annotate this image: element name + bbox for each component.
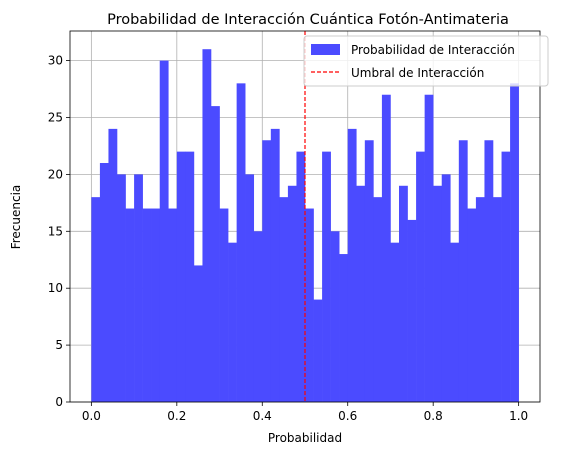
histogram-bar — [279, 197, 289, 402]
y-tick-label: 25 — [48, 110, 63, 124]
histogram-bar — [364, 140, 374, 403]
histogram-bar — [287, 185, 297, 402]
histogram-bar — [117, 174, 126, 402]
histogram-bar — [390, 242, 400, 402]
y-tick-label: 10 — [48, 281, 63, 295]
histogram-bar — [381, 94, 391, 402]
plot-frame — [69, 30, 541, 403]
x-tick-label: 0.6 — [338, 409, 357, 423]
histogram-bar — [193, 265, 203, 402]
histogram-bar — [467, 208, 477, 402]
histogram-bars — [91, 49, 519, 403]
histogram-bar — [262, 140, 272, 403]
histogram-bar — [99, 163, 109, 402]
chart-title: Probabilidad de Interacción Cuántica Fot… — [107, 12, 509, 28]
histogram-bar — [108, 128, 118, 403]
y-tick-label: 15 — [48, 224, 63, 238]
legend-label-bars: Probabilidad de Interacción — [351, 43, 515, 57]
histogram-bar — [211, 106, 220, 403]
histogram-bar — [125, 208, 135, 402]
histogram-bar — [399, 185, 408, 402]
x-tick-label: 1.0 — [509, 409, 528, 423]
legend-label-threshold: Umbral de Interacción — [351, 66, 484, 80]
histogram-bar — [510, 83, 519, 402]
histogram-bar — [424, 94, 434, 402]
histogram-bar — [416, 151, 425, 402]
legend-box — [303, 35, 549, 87]
x-tick-label: 0.0 — [82, 409, 101, 423]
y-tick-label: 30 — [48, 54, 63, 68]
x-axis-ticks: 0.0 0.2 0.4 0.6 0.8 1.0 — [82, 402, 528, 423]
histogram-bar — [253, 231, 263, 402]
histogram-bar — [458, 140, 468, 403]
histogram-bar — [91, 197, 101, 402]
x-tick-label: 0.4 — [253, 409, 272, 423]
legend-swatch-bars — [311, 44, 340, 55]
histogram-bar — [313, 299, 323, 402]
histogram-bar — [296, 151, 306, 402]
histogram-bar — [433, 185, 443, 402]
histogram-bar — [322, 151, 331, 402]
histogram-bar — [330, 231, 340, 402]
histogram-bar — [134, 174, 143, 402]
histogram-bar — [450, 242, 460, 402]
y-tick-label: 20 — [48, 167, 63, 181]
histogram-bar — [407, 219, 417, 402]
histogram-bar — [305, 208, 314, 402]
histogram-bar — [339, 254, 349, 402]
x-tick-label: 0.8 — [424, 409, 443, 423]
histogram-bar — [168, 208, 178, 402]
histogram-bar — [185, 151, 195, 402]
x-axis-label: Probabilidad — [268, 431, 342, 445]
histogram-bar — [228, 242, 237, 402]
histogram-bar — [475, 197, 485, 402]
histogram-bar — [501, 151, 511, 402]
histogram-bar — [219, 208, 229, 402]
histogram-bar — [347, 128, 357, 403]
y-tick-label: 0 — [55, 395, 63, 409]
histogram-bar — [176, 151, 186, 402]
y-axis-label: Frecuencia — [9, 185, 23, 250]
histogram-bar — [493, 197, 502, 402]
y-tick-label: 5 — [55, 338, 63, 352]
histogram-bar — [142, 208, 152, 402]
legend: Probabilidad de Interacción Umbral de In… — [303, 35, 549, 87]
y-axis-ticks: 0 5 10 15 20 25 30 — [48, 54, 70, 409]
histogram-bar — [236, 83, 246, 402]
histogram-bar — [202, 49, 212, 402]
histogram-bar — [441, 174, 451, 402]
x-tick-label: 0.2 — [167, 409, 186, 423]
histogram-bar — [484, 140, 494, 403]
histogram-bar — [373, 197, 383, 402]
histogram-bar — [159, 60, 169, 402]
histogram-bar — [245, 174, 255, 402]
histogram-bar — [356, 185, 366, 402]
histogram-bar — [270, 128, 280, 403]
histogram-bar — [151, 208, 161, 402]
